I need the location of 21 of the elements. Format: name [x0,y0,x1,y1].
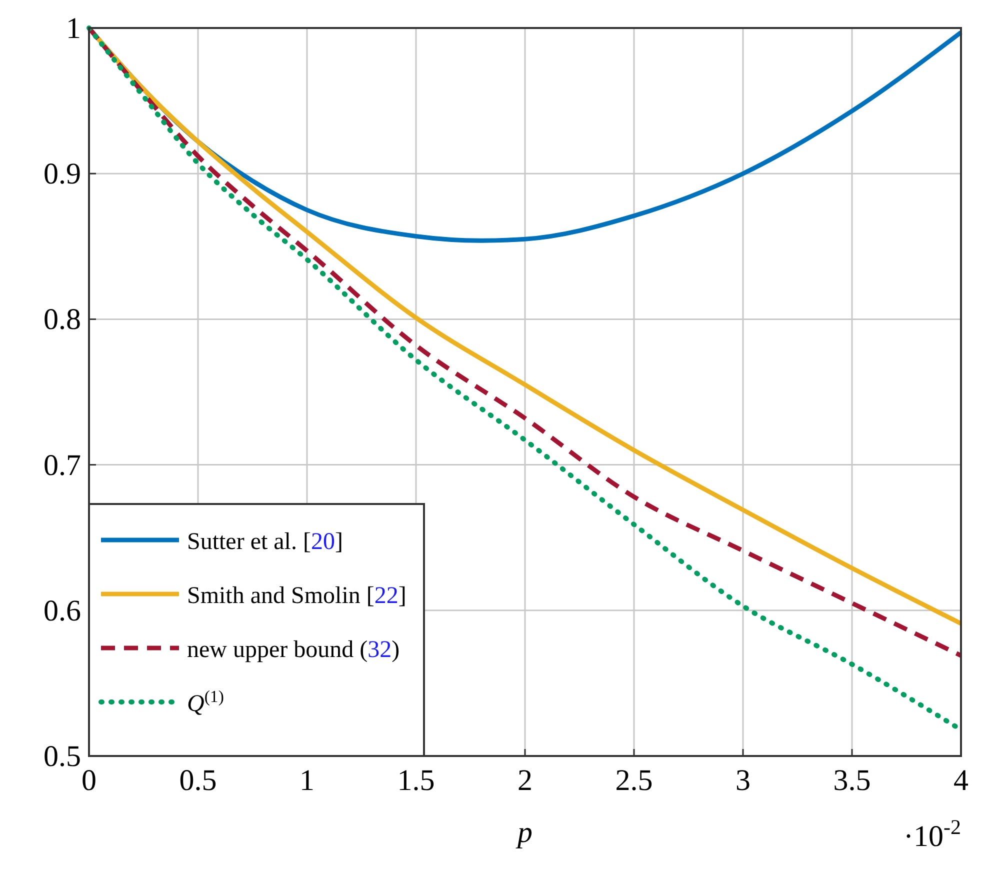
legend-label: new upper bound (32) [187,637,400,663]
y-tick-label: 0.8 [44,303,81,336]
x-axis-title: p [516,816,532,849]
x-tick-label: 2.5 [615,764,653,797]
y-tick-label: 0.6 [44,594,81,628]
x-tick-label: 1.5 [397,764,435,797]
x-tick-label: 2 [518,764,532,797]
y-tick-label: 0.7 [44,448,81,482]
legend-label: Sutter et al. [20] [187,529,343,555]
y-tick-label: 0.5 [44,740,81,773]
x-tick-label: 0 [82,764,96,797]
x-tick-label: 4 [954,764,968,797]
x-tick-label: 3.5 [833,764,871,797]
legend-label: Q$^{(1)}$ [187,686,224,717]
x-tick-label: 3 [736,764,750,797]
legend-label: Smith and Smolin [22] [187,583,406,609]
x-tick-label: 1 [300,764,314,797]
y-tick-label: 1 [66,12,81,45]
y-tick-label: 0.9 [44,158,81,191]
text: ·10$^{-2}$ [904,815,961,853]
x-tick-label: 0.5 [179,764,217,797]
